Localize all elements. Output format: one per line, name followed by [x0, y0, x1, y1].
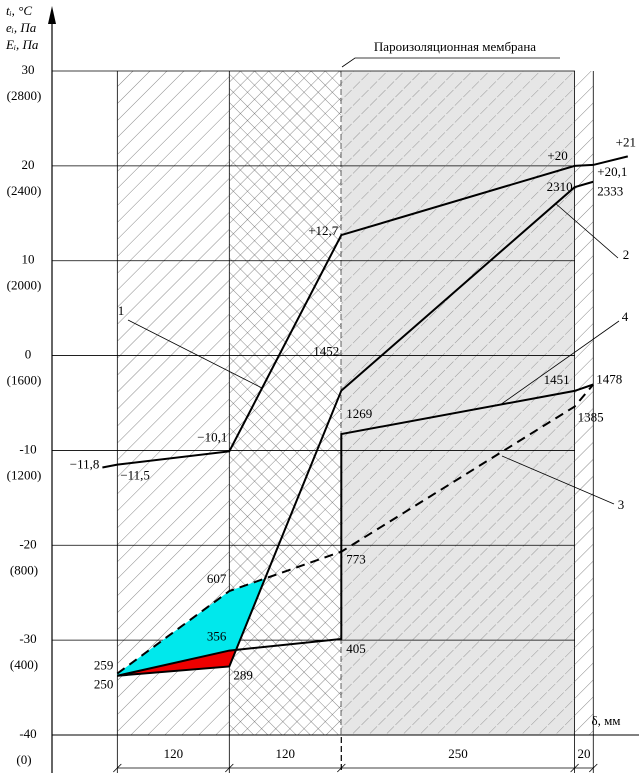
dimension-tick: [113, 763, 122, 773]
data-label: 607: [207, 571, 227, 586]
y2-tick-label: (1200): [7, 467, 42, 482]
data-label: 1451: [544, 372, 570, 387]
y-tick-label: 20: [22, 157, 35, 172]
dimension-tick: [570, 763, 579, 773]
legend-label: 3: [618, 497, 625, 512]
data-label: 289: [233, 667, 253, 682]
y-axis-label: tᵢ, °C: [6, 3, 32, 18]
data-label: +12,7: [308, 223, 339, 238]
callout-leader: [501, 455, 615, 505]
data-label: −11,5: [120, 468, 150, 483]
axis-arrow: [48, 6, 56, 24]
data-label: +20: [547, 148, 567, 163]
y2-tick-label: (0): [16, 752, 31, 767]
y2-axis-label: eᵢ, Па: [6, 20, 37, 35]
data-label: +21: [616, 134, 636, 149]
x-axis-label: δ, мм: [591, 713, 620, 728]
labels: -40 -30 -20 -10 0 10 20 30 (0) (400) (800) (1200) (1…: [7, 62, 636, 767]
y2-tick-label: (1600): [7, 373, 42, 388]
condensation-zone: [117, 578, 266, 676]
y-tick-label: 0: [25, 347, 32, 362]
wall-layer: [574, 71, 594, 735]
y-tick-label: -40: [19, 726, 36, 741]
data-label: 250: [94, 677, 114, 692]
series-line: [117, 383, 594, 677]
dimension-tick: [588, 763, 598, 773]
data-label: 1452: [313, 344, 339, 359]
data-label: 1385: [578, 410, 604, 425]
data-label: 1269: [346, 406, 372, 421]
callout-leader: [127, 319, 263, 389]
series-line: [102, 155, 629, 469]
data-label: 405: [346, 641, 366, 656]
legend-label: 2: [623, 247, 630, 262]
annotation-leader: [341, 57, 560, 68]
data-label: −10,1: [197, 429, 227, 444]
y2-tick-label: (400): [10, 657, 38, 672]
annotation: Пароизоляционная мембрана: [374, 39, 536, 54]
callout-leader: [499, 320, 620, 406]
legend-label: 1: [118, 303, 125, 318]
data-label: +20,1: [597, 164, 627, 179]
dimension-label: 20: [577, 746, 590, 761]
wall-layers: 120 120 250 20: [113, 71, 598, 773]
data-label: 2310: [547, 179, 573, 194]
y2-tick-label: (2000): [7, 278, 42, 293]
y2-tick-label: (2800): [7, 88, 42, 103]
dimension-tick: [337, 763, 346, 773]
y-tick-label: 30: [22, 62, 35, 77]
wall-layer: [229, 71, 342, 735]
y2-axis-label: Eᵢ, Па: [5, 37, 39, 52]
data-label: 259: [94, 658, 114, 673]
legend-label: 4: [622, 309, 629, 324]
dimension-label: 120: [164, 746, 184, 761]
wall-layer: [341, 71, 575, 735]
data-label: 1478: [596, 371, 622, 386]
y-tick-label: -30: [19, 631, 36, 646]
dimension-label: 250: [448, 746, 468, 761]
dimension-label: 120: [276, 746, 296, 761]
data-label: −11,8: [70, 456, 100, 471]
y2-tick-label: (2400): [7, 183, 42, 198]
data-label: 773: [346, 552, 366, 567]
y-tick-label: -10: [19, 441, 36, 456]
y-tick-label: 10: [22, 252, 35, 267]
callout-leader: [554, 202, 619, 259]
y2-tick-label: (800): [10, 562, 38, 577]
lines: [102, 155, 629, 677]
data-label: 2333: [597, 184, 623, 199]
y-tick-label: -20: [19, 536, 36, 551]
series-line: [117, 180, 594, 677]
dimension-tick: [225, 763, 234, 773]
data-label: 356: [207, 629, 227, 644]
